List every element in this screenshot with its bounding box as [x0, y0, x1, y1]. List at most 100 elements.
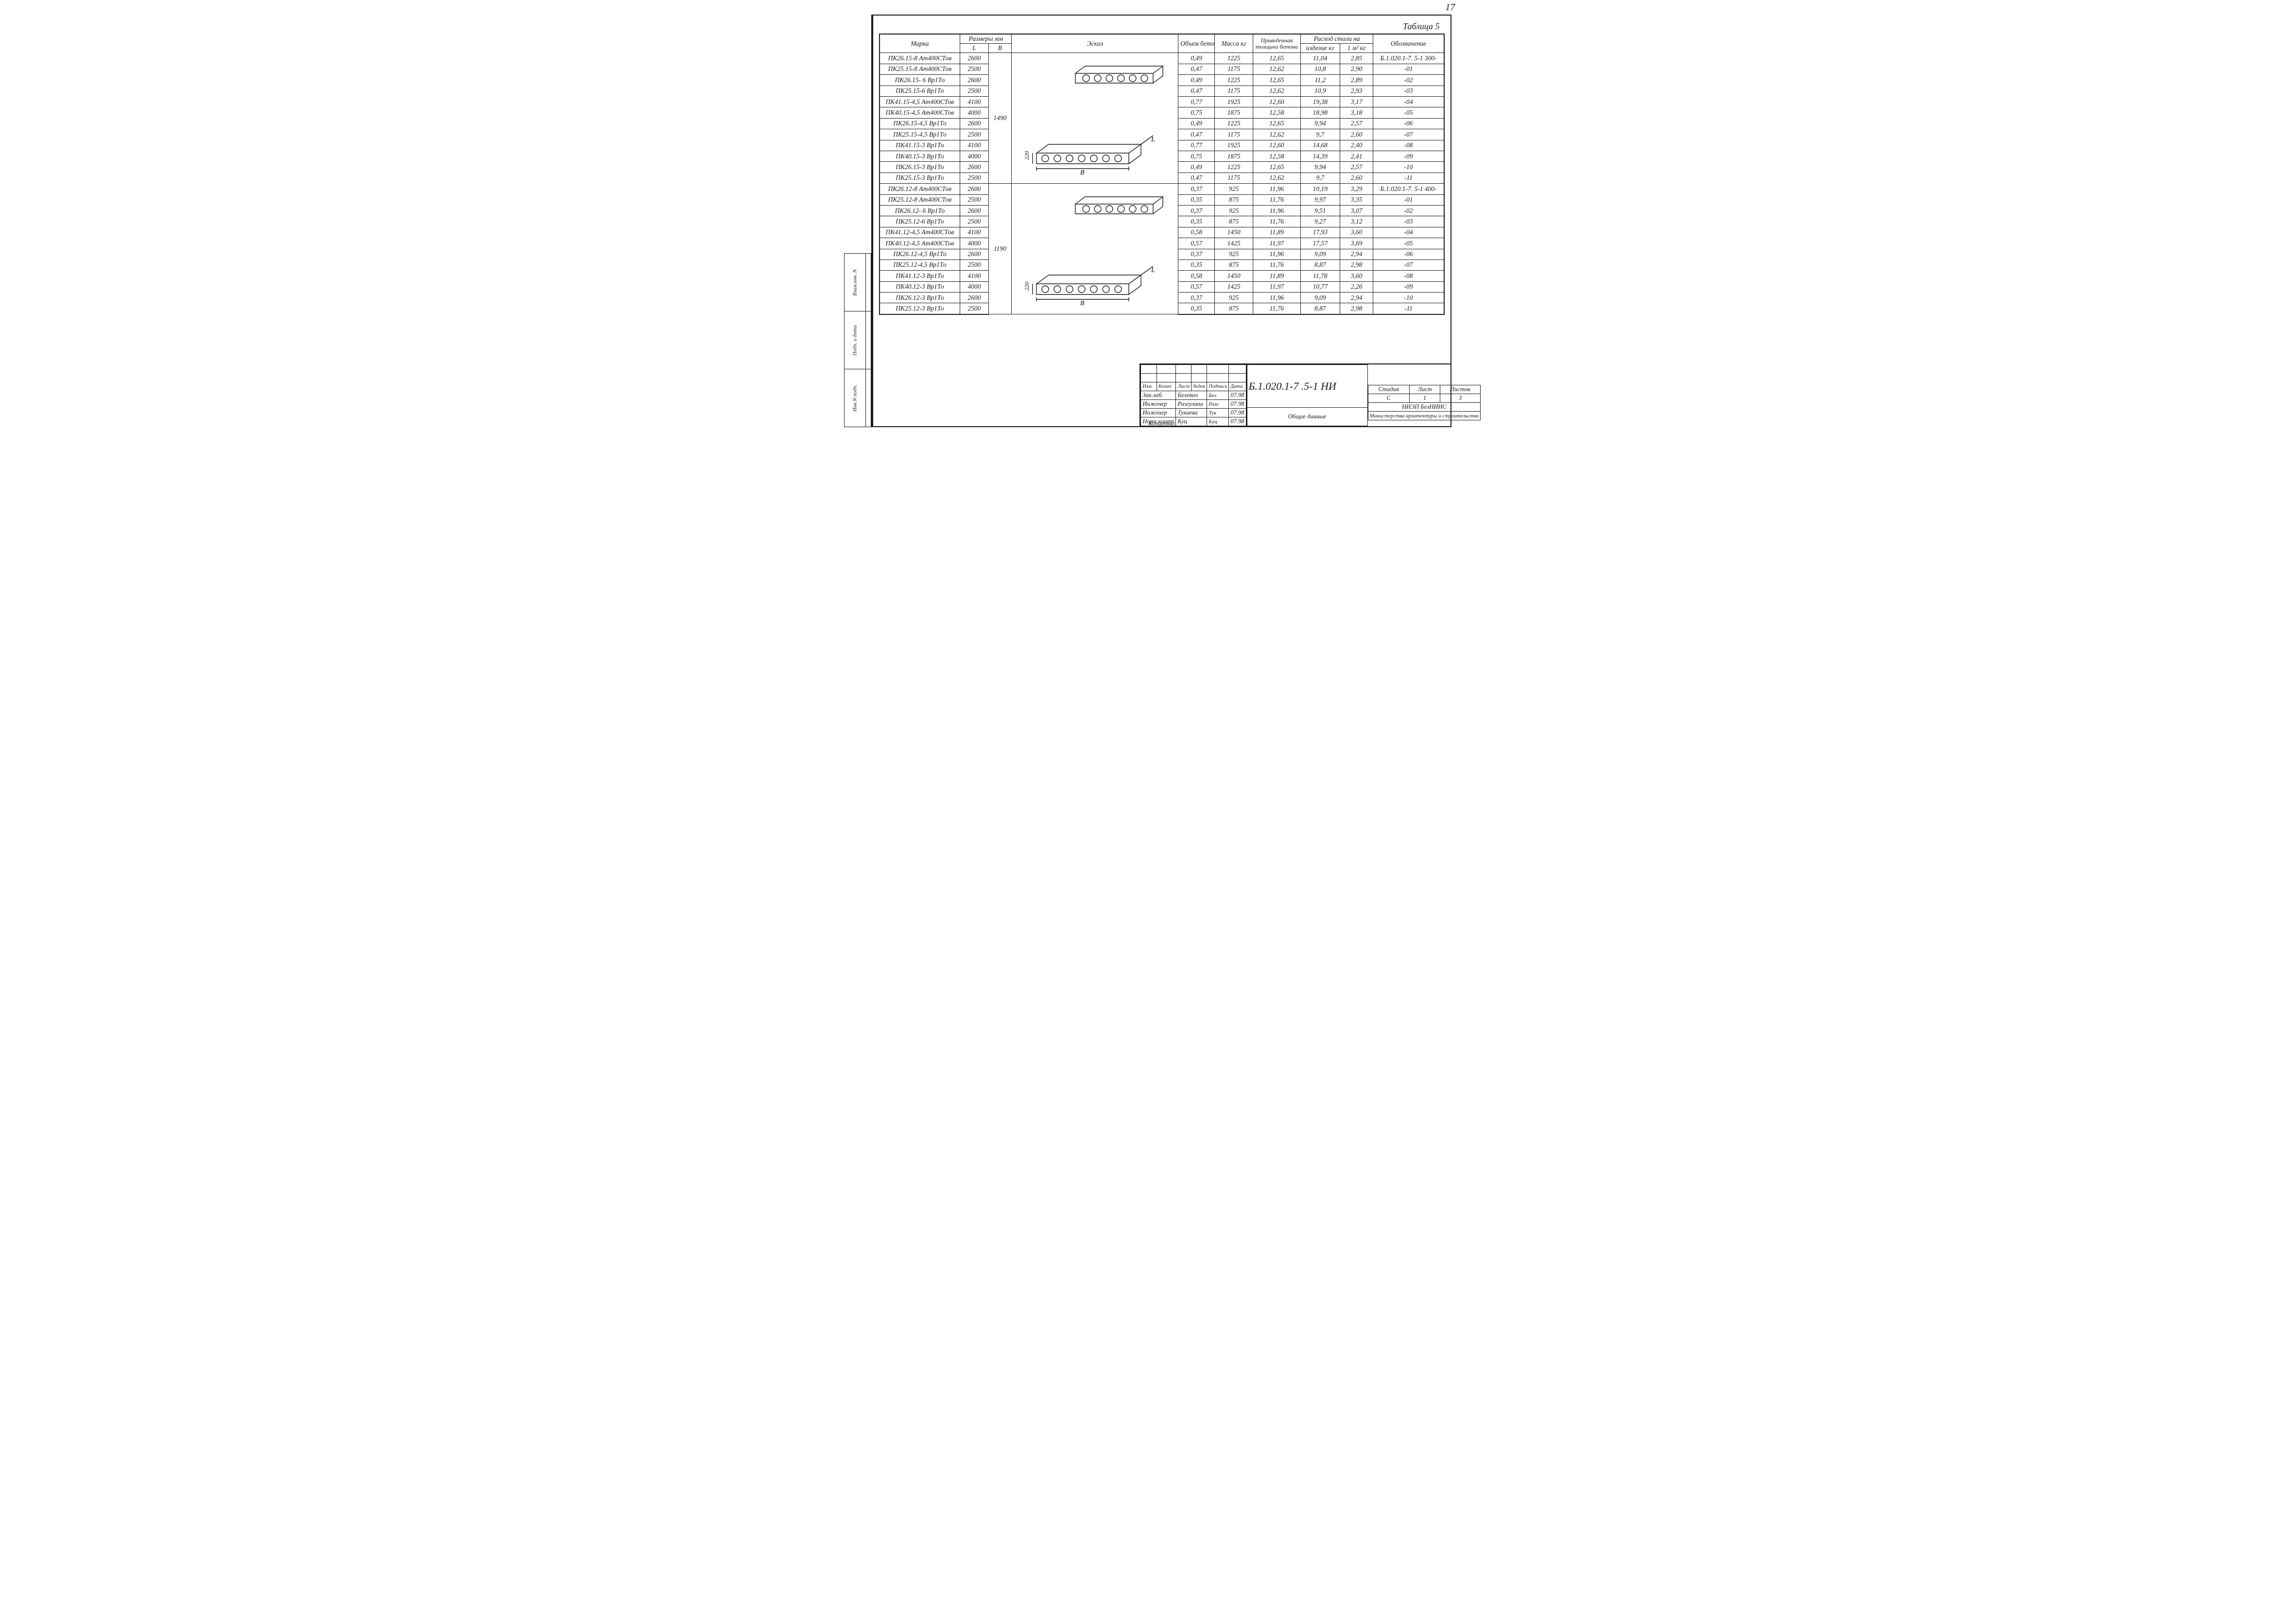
cell-vol: 0,47	[1178, 173, 1215, 184]
cell-vol: 0,37	[1178, 249, 1215, 259]
cell-marka: ПК25.12-8 Ат400СТов	[880, 194, 960, 205]
cell-thick: 11,96	[1253, 184, 1301, 194]
cell-vol: 0,49	[1178, 118, 1215, 129]
cell-marka: ПК40.15-3 Вр1То	[880, 151, 960, 162]
svg-text:220: 220	[1023, 151, 1030, 160]
cell-mass: 875	[1215, 303, 1253, 314]
table-row: ПК26.12-8 Ат400СТов26001190 220 B L 0,37…	[880, 184, 1444, 194]
cell-marka: ПК25.12-6 Вр1То	[880, 216, 960, 227]
cell-steel-m2: 2,57	[1340, 118, 1373, 129]
cell-steel-m2: 3,35	[1340, 194, 1373, 205]
cell-marka: ПК25.15-3 Вр1То	[880, 173, 960, 184]
cell-vol: 0,35	[1178, 194, 1215, 205]
cell-steel-item: 9,97	[1300, 194, 1340, 205]
cell-L: 2600	[960, 118, 988, 129]
cell-steel-item: 9,94	[1300, 118, 1340, 129]
cell-thick: 12,62	[1253, 64, 1301, 74]
cell-desig: Б.1.020.1-7. 5-1 400-	[1373, 184, 1444, 194]
cell-thick: 12,58	[1253, 151, 1301, 162]
cell-vol: 0,57	[1178, 281, 1215, 292]
cell-vol: 0,37	[1178, 184, 1215, 194]
cell-steel-m2: 2,57	[1340, 162, 1373, 173]
cell-thick: 11,89	[1253, 271, 1301, 281]
cell-L: 2600	[960, 249, 988, 259]
cell-steel-m2: 2,94	[1340, 249, 1373, 259]
cell-steel-item: 9,7	[1300, 129, 1340, 140]
sketch-cell: 220 B L	[1012, 53, 1178, 184]
cell-thick: 12,62	[1253, 173, 1301, 184]
cell-thick: 12,62	[1253, 129, 1301, 140]
table-title: Таблица 5	[879, 21, 1440, 32]
cell-marka: ПК26.15-8 Ат400СТов	[880, 53, 960, 64]
cell-desig: -06	[1373, 249, 1444, 259]
cell-vol: 0,35	[1178, 303, 1215, 314]
cell-steel-m2: 2,89	[1340, 75, 1373, 86]
cell-mass: 875	[1215, 259, 1253, 270]
cell-L: 2500	[960, 216, 988, 227]
cell-desig: -04	[1373, 96, 1444, 107]
cell-mass: 1225	[1215, 75, 1253, 86]
cell-steel-item: 10,77	[1300, 281, 1340, 292]
cell-vol: 0,75	[1178, 151, 1215, 162]
svg-text:L: L	[1151, 136, 1155, 143]
cell-vol: 0,58	[1178, 227, 1215, 238]
cell-vol: 0,58	[1178, 271, 1215, 281]
cell-steel-item: 8,87	[1300, 259, 1340, 270]
cell-L: 4100	[960, 227, 988, 238]
cell-marka: ПК40.12-4,5 Ат400СТов	[880, 238, 960, 249]
cell-steel-item: 14,68	[1300, 140, 1340, 151]
cell-mass: 1450	[1215, 227, 1253, 238]
cell-L: 2500	[960, 86, 988, 96]
cell-desig: Б.1.020.1-7. 5-1 300-	[1373, 53, 1444, 64]
cell-vol: 0,37	[1178, 206, 1215, 216]
cell-steel-item: 10,9	[1300, 86, 1340, 96]
svg-text:L: L	[1151, 267, 1155, 274]
cell-steel-m2: 3,29	[1340, 184, 1373, 194]
margin-label: Подп. и дата	[844, 311, 866, 369]
cell-mass: 1925	[1215, 140, 1253, 151]
cell-vol: 0,35	[1178, 259, 1215, 270]
cell-steel-m2: 2,60	[1340, 173, 1373, 184]
cell-desig: -03	[1373, 216, 1444, 227]
cell-vol: 0,35	[1178, 216, 1215, 227]
cell-steel-m2: 2,98	[1340, 303, 1373, 314]
cell-marka: ПК25.15-6 Вр1То	[880, 86, 960, 96]
cell-L: 2500	[960, 194, 988, 205]
cell-thick: 12,65	[1253, 162, 1301, 173]
cell-marka: ПК26.12- 6 Вр1То	[880, 206, 960, 216]
cell-vol: 0,49	[1178, 53, 1215, 64]
cell-desig: -10	[1373, 292, 1444, 303]
table-row: ПК26.15-8 Ат400СТов26001490 220 B L 0,49…	[880, 53, 1444, 64]
cell-steel-m2: 2,94	[1340, 292, 1373, 303]
cell-mass: 1175	[1215, 129, 1253, 140]
cell-steel-m2: 2,60	[1340, 129, 1373, 140]
cell-L: 2500	[960, 173, 988, 184]
cell-steel-m2: 3,60	[1340, 227, 1373, 238]
cell-L: 2500	[960, 64, 988, 74]
cell-marka: ПК41.15-3 Вр1То	[880, 140, 960, 151]
cell-desig: -08	[1373, 271, 1444, 281]
cell-thick: 12,58	[1253, 107, 1301, 118]
cell-steel-item: 17,57	[1300, 238, 1340, 249]
cell-desig: -06	[1373, 118, 1444, 129]
cell-marka: ПК25.12-3 Вр1То	[880, 303, 960, 314]
spec-table: Марка Размеры мм Эскиз Объем бетона м³ М…	[879, 34, 1445, 315]
cell-steel-m2: 3,12	[1340, 216, 1373, 227]
cell-marka: ПК41.15-4,5 Ат400СТов	[880, 96, 960, 107]
cell-steel-item: 9,51	[1300, 206, 1340, 216]
cell-vol: 0,75	[1178, 107, 1215, 118]
svg-text:B: B	[1080, 300, 1085, 307]
cell-L: 2600	[960, 162, 988, 173]
cell-marka: ПК25.12-4,5 Вр1То	[880, 259, 960, 270]
cell-steel-m2: 2,40	[1340, 140, 1373, 151]
cell-desig: -01	[1373, 194, 1444, 205]
cell-marka: ПК40.15-4,5 Ат400СТов	[880, 107, 960, 118]
title-block: Изм.КоличЛист№докПодписьДата Зав.лаб.Бел…	[1139, 363, 1450, 426]
cell-steel-m2: 3,60	[1340, 271, 1373, 281]
cell-steel-m2: 3,07	[1340, 206, 1373, 216]
cell-vol: 0,47	[1178, 129, 1215, 140]
cell-mass: 1175	[1215, 64, 1253, 74]
cell-mass: 1425	[1215, 281, 1253, 292]
org-line: Министерства архитектуры и строительства	[1368, 412, 1481, 420]
cell-L: 4100	[960, 271, 988, 281]
